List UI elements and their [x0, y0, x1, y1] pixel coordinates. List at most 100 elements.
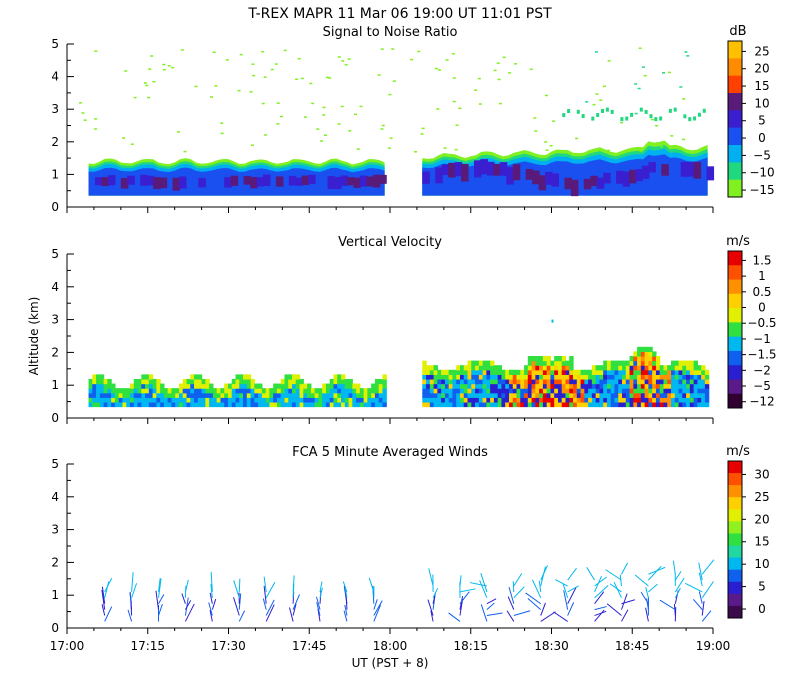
vv-cell	[190, 401, 195, 408]
vv-cell	[352, 383, 357, 389]
vv-cell	[129, 401, 135, 408]
vv-cell	[374, 378, 380, 385]
snr-speckle	[454, 148, 458, 151]
snr-cell	[159, 177, 168, 189]
vv-cell	[614, 383, 619, 389]
vv-cell	[167, 388, 173, 394]
vv-cell	[493, 369, 499, 375]
vv-cell	[426, 388, 431, 394]
vv-cell	[478, 401, 484, 408]
vv-cell	[697, 397, 702, 403]
vv-cell	[137, 378, 142, 385]
vv-cell	[160, 401, 165, 408]
vv-cell	[284, 374, 289, 380]
vv-cell	[580, 374, 585, 380]
vv-cell	[129, 383, 135, 389]
vv-cell	[422, 365, 427, 371]
vv-cell	[337, 383, 342, 389]
vv-cell	[314, 392, 320, 398]
colorbar: 1.510.50−0.5−1−1.5−2−5−12m/s	[726, 234, 776, 409]
vv-cell	[629, 401, 634, 408]
vv-cell	[152, 397, 157, 403]
vv-cell	[463, 401, 469, 408]
vv-cell	[322, 383, 327, 389]
vv-cell	[542, 397, 548, 403]
vv-cell	[426, 397, 431, 403]
snr-speckle	[171, 66, 175, 69]
vv-cell	[471, 401, 476, 408]
vv-cell	[341, 378, 346, 385]
vv-cell	[348, 388, 353, 394]
vv-cell	[561, 392, 567, 398]
vv-cell	[678, 369, 683, 375]
vv-cell	[625, 401, 631, 408]
wind-barb	[319, 587, 323, 598]
snr-speckle	[634, 83, 638, 85]
vv-cell	[520, 374, 525, 380]
wind-profile	[586, 567, 609, 622]
colorbar-label: −0.5	[747, 316, 776, 330]
snr-speckle	[451, 53, 455, 55]
vv-cell	[648, 392, 653, 398]
vv-cell	[152, 383, 157, 389]
vv-cell	[156, 383, 161, 389]
snr-speckle	[452, 77, 456, 79]
vv-cell	[459, 378, 465, 385]
wind-barb	[233, 580, 240, 598]
vv-cell	[671, 388, 676, 394]
vv-cell	[618, 360, 623, 366]
vv-cell	[216, 388, 222, 394]
snr-speckle	[220, 132, 224, 135]
wind-barb	[672, 560, 676, 575]
colorbar-unit: m/s	[726, 234, 750, 249]
vv-cell	[482, 392, 487, 398]
snr-cell	[499, 162, 508, 176]
vv-cell	[610, 360, 616, 366]
vv-cell	[606, 397, 612, 403]
vv-cell	[209, 392, 214, 398]
vv-cell	[288, 383, 293, 389]
wind-barb	[674, 577, 685, 593]
snr-speckle	[477, 77, 481, 80]
vv-cell	[482, 383, 487, 389]
vv-cell	[535, 378, 540, 385]
wind-barb	[698, 591, 703, 604]
colorbar-label: −1.5	[747, 348, 776, 362]
vv-cell	[648, 401, 653, 408]
snr-speckle	[625, 116, 629, 121]
colorbar-label: −10	[749, 166, 774, 180]
vv-cell	[437, 392, 442, 398]
vv-cell	[273, 392, 278, 398]
vv-cell	[505, 378, 510, 385]
vv-cell	[497, 369, 503, 375]
vv-cell	[482, 365, 487, 371]
vv-cell	[437, 378, 442, 385]
vv-cell	[456, 365, 461, 371]
snr-cell	[256, 177, 265, 187]
colorbar-label: 15	[754, 535, 769, 549]
vv-cell	[341, 392, 346, 398]
vv-cell	[482, 397, 487, 403]
vv-cell	[190, 378, 195, 385]
vv-cell	[610, 392, 616, 398]
vv-cell	[557, 365, 563, 371]
snr-cell	[107, 175, 116, 186]
colorbar-swatch	[728, 110, 742, 129]
vv-cell	[182, 378, 188, 385]
vv-cell	[341, 383, 346, 389]
vv-cell	[512, 383, 518, 389]
snr-speckle	[660, 145, 664, 148]
vv-cell	[382, 401, 387, 408]
vv-cell	[482, 374, 487, 380]
vv-cell	[625, 378, 631, 385]
vv-cell	[493, 378, 499, 385]
y-axis-label: Altitude (km)	[27, 297, 41, 376]
vv-cell	[163, 401, 169, 408]
vv-cell	[141, 392, 146, 398]
vv-cell	[299, 388, 304, 394]
snr-speckle	[673, 107, 677, 112]
vv-cell	[429, 388, 435, 394]
wind-barb	[158, 578, 162, 598]
